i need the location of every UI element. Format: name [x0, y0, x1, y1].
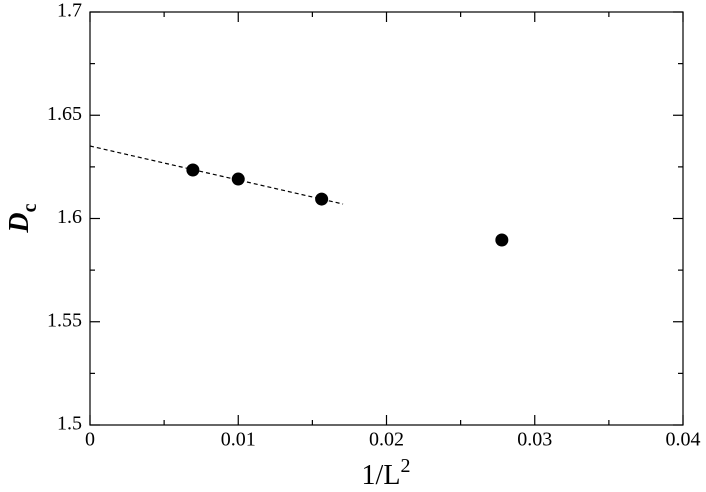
- x-tick-label: 0.02: [369, 429, 404, 451]
- x-label-sup: 2: [400, 455, 410, 477]
- y-tick-label: 1.5: [57, 413, 82, 435]
- data-point: [495, 233, 509, 247]
- x-tick-label: 0.04: [666, 429, 701, 451]
- y-tick-label: 1.65: [47, 103, 82, 125]
- fit-line: [89, 145, 344, 205]
- y-tick-label: 1.6: [57, 206, 82, 228]
- x-tick-label: 0.01: [221, 429, 256, 451]
- x-tick-label: 0: [85, 429, 95, 451]
- y-tick-label: 1.7: [57, 0, 82, 22]
- x-tick-label: 0.03: [517, 429, 552, 451]
- data-point: [231, 172, 245, 186]
- y-label-sub: c: [19, 203, 41, 212]
- x-axis-label: 1/L2: [362, 455, 411, 491]
- y-tick-label: 1.55: [47, 309, 82, 331]
- x-label-main: 1/L: [362, 460, 401, 491]
- data-point: [315, 192, 329, 206]
- y-axis-label: Dc: [4, 203, 41, 233]
- y-label-main: D: [4, 212, 35, 233]
- plot-frame: [89, 11, 684, 426]
